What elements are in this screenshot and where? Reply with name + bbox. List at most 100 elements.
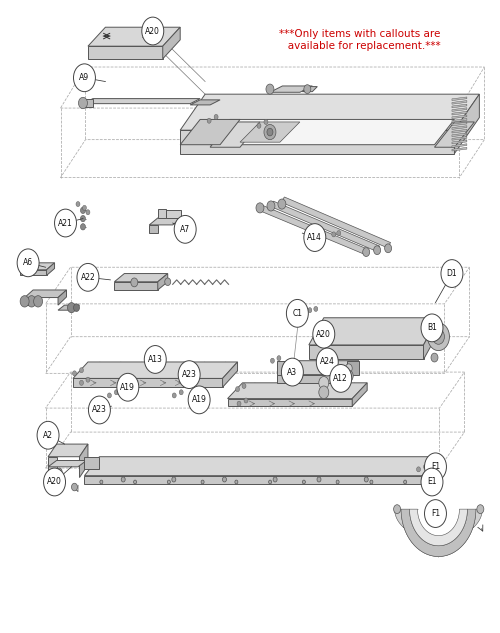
Circle shape: [421, 468, 443, 496]
Polygon shape: [24, 290, 66, 298]
Circle shape: [34, 296, 42, 307]
Polygon shape: [424, 318, 438, 360]
Polygon shape: [84, 475, 422, 484]
Polygon shape: [302, 87, 318, 92]
Polygon shape: [20, 263, 54, 270]
Polygon shape: [352, 383, 367, 406]
Circle shape: [121, 477, 125, 482]
Polygon shape: [210, 122, 260, 147]
Circle shape: [144, 346, 166, 373]
Circle shape: [80, 207, 86, 213]
Polygon shape: [452, 115, 467, 118]
Circle shape: [374, 246, 380, 254]
Polygon shape: [452, 122, 467, 126]
Circle shape: [257, 123, 261, 128]
Text: A6: A6: [23, 258, 33, 267]
Text: D1: D1: [446, 269, 457, 278]
Polygon shape: [83, 99, 93, 108]
Circle shape: [370, 480, 373, 484]
Text: B1: B1: [427, 323, 437, 332]
Circle shape: [174, 215, 196, 243]
Circle shape: [277, 356, 281, 361]
Polygon shape: [73, 379, 223, 387]
Circle shape: [237, 401, 241, 406]
Circle shape: [314, 306, 318, 311]
Polygon shape: [158, 273, 168, 290]
Circle shape: [278, 199, 286, 209]
Circle shape: [270, 358, 274, 363]
Text: A22: A22: [80, 273, 96, 282]
Circle shape: [421, 314, 443, 342]
Circle shape: [164, 278, 170, 285]
Polygon shape: [58, 305, 80, 310]
Circle shape: [337, 230, 340, 235]
Polygon shape: [150, 225, 158, 233]
Circle shape: [74, 64, 96, 92]
Polygon shape: [190, 100, 220, 105]
Circle shape: [273, 477, 277, 482]
Circle shape: [72, 371, 76, 376]
Polygon shape: [452, 108, 467, 111]
Polygon shape: [222, 362, 238, 387]
Circle shape: [27, 296, 36, 307]
Circle shape: [244, 398, 248, 403]
Circle shape: [17, 249, 39, 277]
Circle shape: [404, 480, 406, 484]
Text: A13: A13: [148, 355, 162, 364]
Circle shape: [235, 480, 238, 484]
Text: A23: A23: [92, 406, 107, 415]
Polygon shape: [434, 122, 474, 147]
Circle shape: [424, 453, 446, 480]
Polygon shape: [347, 361, 358, 375]
Circle shape: [345, 364, 352, 373]
Circle shape: [207, 118, 211, 123]
Circle shape: [424, 464, 428, 469]
Circle shape: [76, 201, 80, 206]
Text: F1: F1: [431, 462, 440, 472]
Text: A20: A20: [316, 330, 331, 339]
Polygon shape: [240, 122, 300, 142]
Circle shape: [317, 477, 321, 482]
Circle shape: [344, 370, 353, 382]
Circle shape: [82, 205, 86, 210]
Circle shape: [86, 377, 90, 382]
Circle shape: [267, 128, 273, 136]
Circle shape: [88, 396, 110, 424]
Polygon shape: [84, 457, 100, 469]
Circle shape: [362, 248, 370, 256]
Circle shape: [286, 299, 308, 327]
Polygon shape: [270, 86, 312, 92]
Polygon shape: [88, 46, 162, 59]
Polygon shape: [452, 137, 467, 141]
Circle shape: [201, 480, 204, 484]
Polygon shape: [401, 509, 476, 556]
Polygon shape: [48, 460, 86, 467]
Circle shape: [80, 380, 84, 385]
Text: A7: A7: [180, 225, 190, 234]
Polygon shape: [73, 362, 237, 379]
Polygon shape: [452, 118, 467, 122]
Text: A3: A3: [288, 368, 298, 377]
Circle shape: [424, 499, 446, 527]
Polygon shape: [309, 318, 438, 345]
Circle shape: [313, 320, 335, 348]
Circle shape: [68, 303, 76, 313]
Circle shape: [142, 17, 164, 45]
Polygon shape: [20, 270, 46, 275]
Polygon shape: [228, 383, 367, 399]
Circle shape: [302, 480, 306, 484]
Polygon shape: [228, 399, 352, 406]
Circle shape: [114, 390, 118, 395]
Circle shape: [431, 353, 438, 362]
Text: A2: A2: [43, 430, 53, 440]
Polygon shape: [281, 197, 390, 248]
Circle shape: [178, 361, 200, 389]
Circle shape: [416, 467, 420, 472]
Circle shape: [441, 260, 463, 287]
Circle shape: [432, 329, 444, 344]
Polygon shape: [180, 130, 454, 154]
Circle shape: [266, 84, 274, 94]
Polygon shape: [84, 457, 437, 475]
Circle shape: [256, 203, 264, 213]
Polygon shape: [83, 99, 200, 104]
